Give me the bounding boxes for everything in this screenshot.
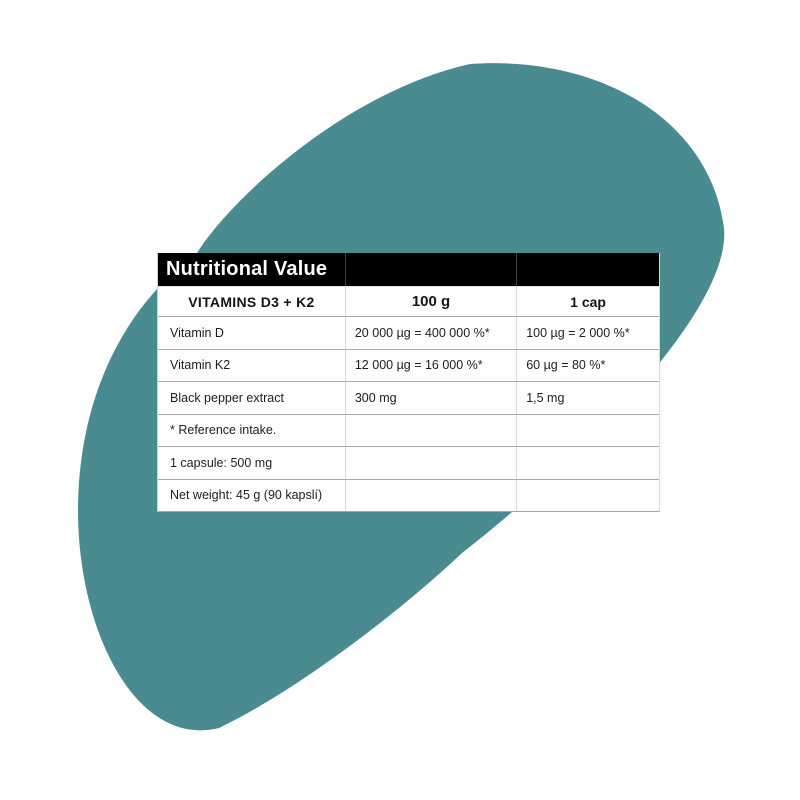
table-row-capsule-weight: 1 capsule: 500 mg — [158, 446, 659, 479]
row-label: * Reference intake. — [170, 423, 277, 438]
column-header-product: VITAMINS D3 + K2 — [188, 293, 315, 310]
table-row-vitamin-d: Vitamin D 20 000 µg = 400 000 %* 100 µg … — [158, 316, 659, 349]
row-value-1cap — [516, 414, 659, 446]
row-value-100g: 300 mg — [344, 382, 516, 414]
row-value-1cap: 1,5 mg — [516, 382, 659, 414]
row-value-100g — [344, 479, 516, 511]
row-value-100g: 20 000 µg = 400 000 %* — [344, 317, 516, 349]
row-value-1cap — [516, 447, 659, 479]
row-value-1cap: 100 µg = 2 000 %* — [516, 317, 659, 349]
row-label: 1 capsule: 500 mg — [170, 455, 273, 470]
table-row-black-pepper-extract: Black pepper extract 300 mg 1,5 mg — [158, 381, 659, 414]
table-title-row: Nutritional Value — [158, 253, 659, 286]
row-value-100g — [344, 447, 516, 479]
column-header-row: VITAMINS D3 + K2 100 g 1 cap — [158, 286, 659, 316]
title-row-empty-cell-100g — [344, 253, 516, 286]
row-value-1cap — [516, 479, 659, 511]
nutrition-table: Nutritional Value VITAMINS D3 + K2 100 g… — [157, 253, 660, 512]
row-label: Net weight: 45 g (90 kapslí) — [170, 488, 323, 503]
table-title: Nutritional Value — [166, 258, 328, 280]
row-value-100g — [344, 414, 516, 446]
row-value-100g: 12 000 µg = 16 000 %* — [344, 349, 516, 381]
table-row-reference-intake: * Reference intake. — [158, 413, 659, 446]
row-label: Black pepper extract — [170, 390, 284, 405]
row-label: Vitamin D — [170, 325, 224, 340]
column-header-per-100g: 100 g — [344, 287, 516, 316]
table-row-net-weight: Net weight: 45 g (90 kapslí) — [158, 478, 659, 511]
title-row-empty-cell-1cap — [516, 253, 659, 286]
column-header-per-cap: 1 cap — [516, 287, 659, 316]
table-row-vitamin-k2: Vitamin K2 12 000 µg = 16 000 %* 60 µg =… — [158, 348, 659, 381]
row-label: Vitamin K2 — [170, 358, 231, 373]
row-value-1cap: 60 µg = 80 %* — [516, 349, 659, 381]
